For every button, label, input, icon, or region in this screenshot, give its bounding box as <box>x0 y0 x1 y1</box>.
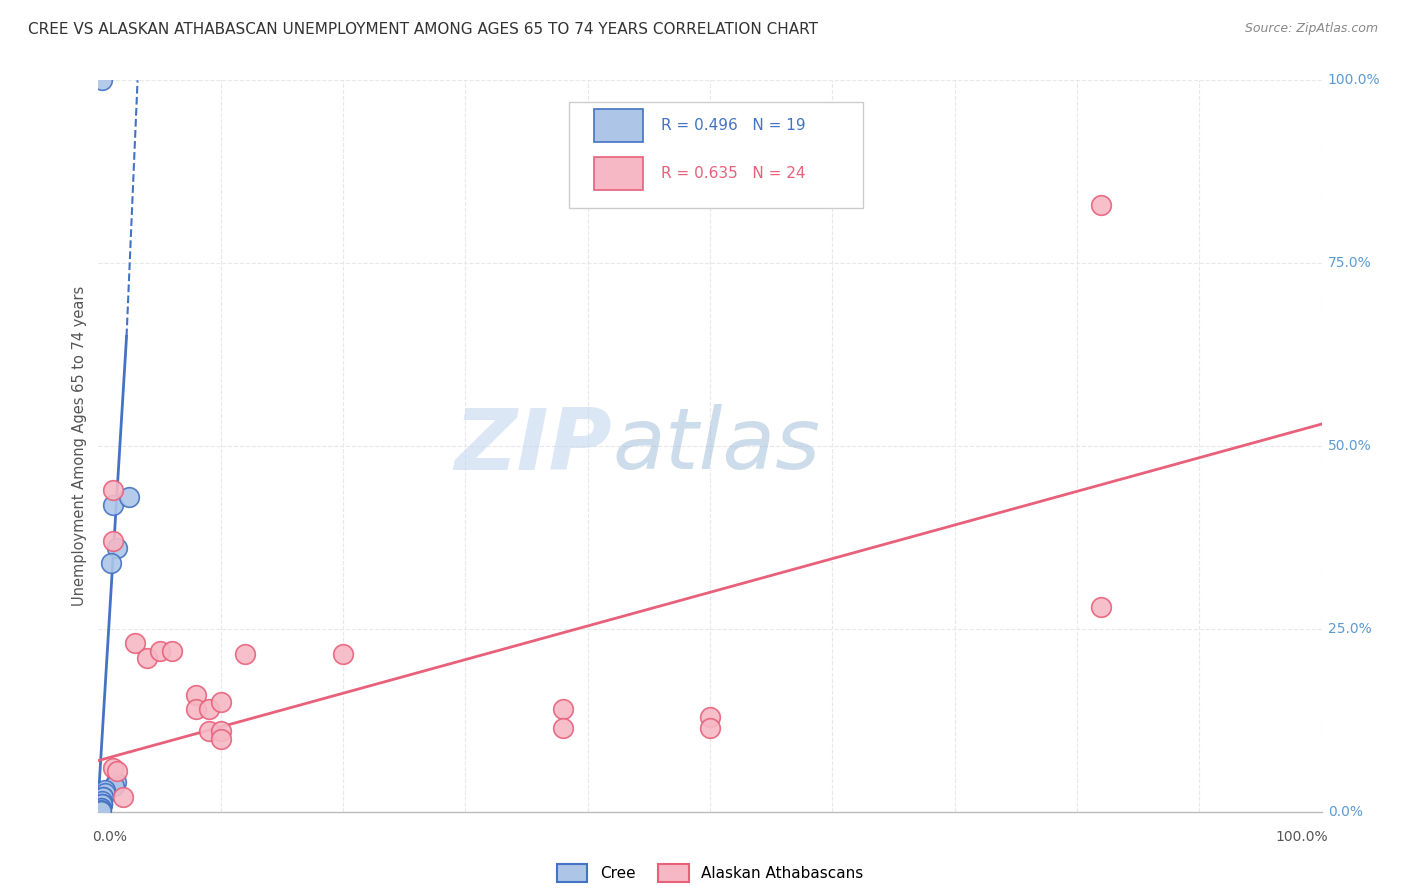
Text: 25.0%: 25.0% <box>1327 622 1371 636</box>
Point <box>101 483 124 497</box>
Point <box>103 779 125 793</box>
Point <box>93 782 115 797</box>
Point <box>90 801 112 815</box>
Point <box>553 702 575 716</box>
Point <box>105 764 128 779</box>
Point <box>91 797 114 812</box>
Point <box>209 724 232 739</box>
Text: 0.0%: 0.0% <box>1327 805 1362 819</box>
Point <box>136 651 159 665</box>
Text: atlas: atlas <box>612 404 820 488</box>
Point <box>90 801 112 815</box>
Text: Source: ZipAtlas.com: Source: ZipAtlas.com <box>1244 22 1378 36</box>
Point <box>111 790 134 805</box>
Point <box>553 721 575 735</box>
Text: 75.0%: 75.0% <box>1327 256 1371 270</box>
Text: ZIP: ZIP <box>454 404 612 488</box>
Bar <box>593 157 643 190</box>
Point <box>93 787 115 801</box>
Point <box>1090 197 1112 211</box>
Point <box>186 702 208 716</box>
Text: 100.0%: 100.0% <box>1327 73 1381 87</box>
Point <box>209 695 232 709</box>
Point <box>699 721 721 735</box>
Point <box>209 731 232 746</box>
Point <box>90 804 112 818</box>
Point <box>101 534 124 549</box>
Point <box>91 790 114 805</box>
Text: R = 0.496   N = 19: R = 0.496 N = 19 <box>661 118 806 133</box>
Point <box>100 556 122 570</box>
Text: 50.0%: 50.0% <box>1327 439 1371 453</box>
FancyBboxPatch shape <box>569 103 863 209</box>
Point <box>124 636 146 650</box>
Point <box>104 775 127 789</box>
Point <box>101 498 124 512</box>
Point <box>197 702 219 716</box>
Point <box>91 73 114 87</box>
Point <box>149 644 172 658</box>
Legend: Cree, Alaskan Athabascans: Cree, Alaskan Athabascans <box>551 858 869 888</box>
Text: 0.0%: 0.0% <box>93 830 128 844</box>
Point <box>105 541 128 556</box>
Point <box>91 797 114 812</box>
Bar <box>593 109 643 142</box>
Point <box>332 648 354 662</box>
Y-axis label: Unemployment Among Ages 65 to 74 years: Unemployment Among Ages 65 to 74 years <box>72 285 87 607</box>
Point <box>91 794 114 808</box>
Point <box>90 803 112 817</box>
Point <box>101 761 124 775</box>
Point <box>91 797 114 812</box>
Point <box>1090 599 1112 614</box>
Point <box>699 709 721 723</box>
Point <box>91 790 114 805</box>
Text: 100.0%: 100.0% <box>1275 830 1327 844</box>
Point <box>160 644 183 658</box>
Text: R = 0.635   N = 24: R = 0.635 N = 24 <box>661 166 806 181</box>
Point <box>233 648 256 662</box>
Point <box>118 490 141 504</box>
Text: CREE VS ALASKAN ATHABASCAN UNEMPLOYMENT AMONG AGES 65 TO 74 YEARS CORRELATION CH: CREE VS ALASKAN ATHABASCAN UNEMPLOYMENT … <box>28 22 818 37</box>
Point <box>186 688 208 702</box>
Point <box>197 724 219 739</box>
